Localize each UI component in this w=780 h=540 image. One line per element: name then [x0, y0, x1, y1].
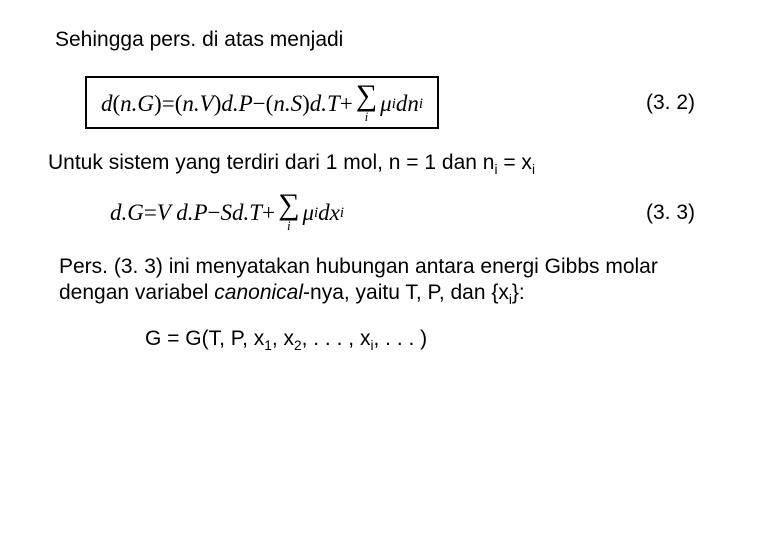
para3-canonical: canonical	[214, 281, 303, 304]
eq32-nV: n.V	[182, 91, 213, 117]
gline-b: , x	[272, 327, 294, 350]
eq32-d: d	[101, 91, 113, 117]
eq32-dP: d.P	[221, 91, 252, 117]
gline-s1: 1	[264, 338, 272, 353]
eq33-SdT: Sd.T	[221, 200, 263, 226]
line2-a: Untuk sistem yang terdiri dari 1 mol, n …	[48, 151, 494, 174]
one-mole-text: Untuk sistem yang terdiri dari 1 mol, n …	[48, 151, 725, 175]
eq32-lp3: (	[266, 91, 274, 117]
eq32-rp2: )	[214, 91, 222, 117]
gline-d: , . . . )	[373, 327, 427, 350]
g-function-line: G = G(T, P, x1, x2, . . . , xi, . . . )	[145, 327, 725, 351]
eq32-mu: μ	[380, 91, 392, 117]
gline-a: G = G(T, P, x	[145, 327, 264, 350]
gline-c: , . . . , x	[302, 327, 371, 350]
eq32-nG: n.G	[120, 91, 154, 117]
equation-3-2: d ( n.G ) = ( n.V ) d.P − ( n.S ) d.T + …	[101, 84, 423, 123]
explanation-text: Pers. (3. 3) ini menyatakan hubungan ant…	[59, 254, 725, 307]
eq32-plus: +	[340, 91, 353, 117]
eq33-minus: −	[208, 200, 221, 226]
gline-s2: 2	[294, 338, 302, 353]
eq32-nS: n.S	[273, 91, 302, 117]
sigma-icon: ∑ i	[278, 193, 299, 232]
eq32-eq: =	[162, 91, 175, 117]
equation-3-3-row: d.G = V d.P − Sd.T + ∑ i μ i dx i (3. 3)	[55, 193, 725, 232]
line2-b: = x	[498, 151, 532, 174]
para3-b: -nya, yaitu T, P, dan {x	[303, 281, 509, 304]
eq32-lp2: (	[175, 91, 183, 117]
equation-3-3: d.G = V d.P − Sd.T + ∑ i μ i dx i	[110, 193, 344, 232]
eq32-lp1: (	[113, 91, 121, 117]
eq32-rp1: )	[154, 91, 162, 117]
equation-3-2-row: d ( n.G ) = ( n.V ) d.P − ( n.S ) d.T + …	[55, 76, 725, 129]
eq33-eq: =	[144, 200, 157, 226]
eq33-mu: μ	[302, 200, 314, 226]
sigma-icon: ∑ i	[356, 84, 377, 123]
intro-text: Sehingga pers. di atas menjadi	[55, 28, 725, 52]
eq33-plus: +	[262, 200, 275, 226]
eq32-minus: −	[253, 91, 266, 117]
eq32-dT: d.T	[310, 91, 340, 117]
equation-3-2-number: (3. 2)	[646, 91, 695, 115]
eq32-rp3: )	[302, 91, 310, 117]
para3-c: }:	[512, 281, 525, 304]
eq32-dn: dn	[396, 91, 419, 117]
eq33-dx: dx	[318, 200, 340, 226]
line2-sub2: i	[532, 162, 535, 177]
eq33-dG: d.G	[110, 200, 144, 226]
equation-3-3-number: (3. 3)	[646, 201, 695, 225]
eq33-VdP: V d.P	[157, 200, 208, 226]
equation-3-2-box: d ( n.G ) = ( n.V ) d.P − ( n.S ) d.T + …	[85, 76, 439, 129]
